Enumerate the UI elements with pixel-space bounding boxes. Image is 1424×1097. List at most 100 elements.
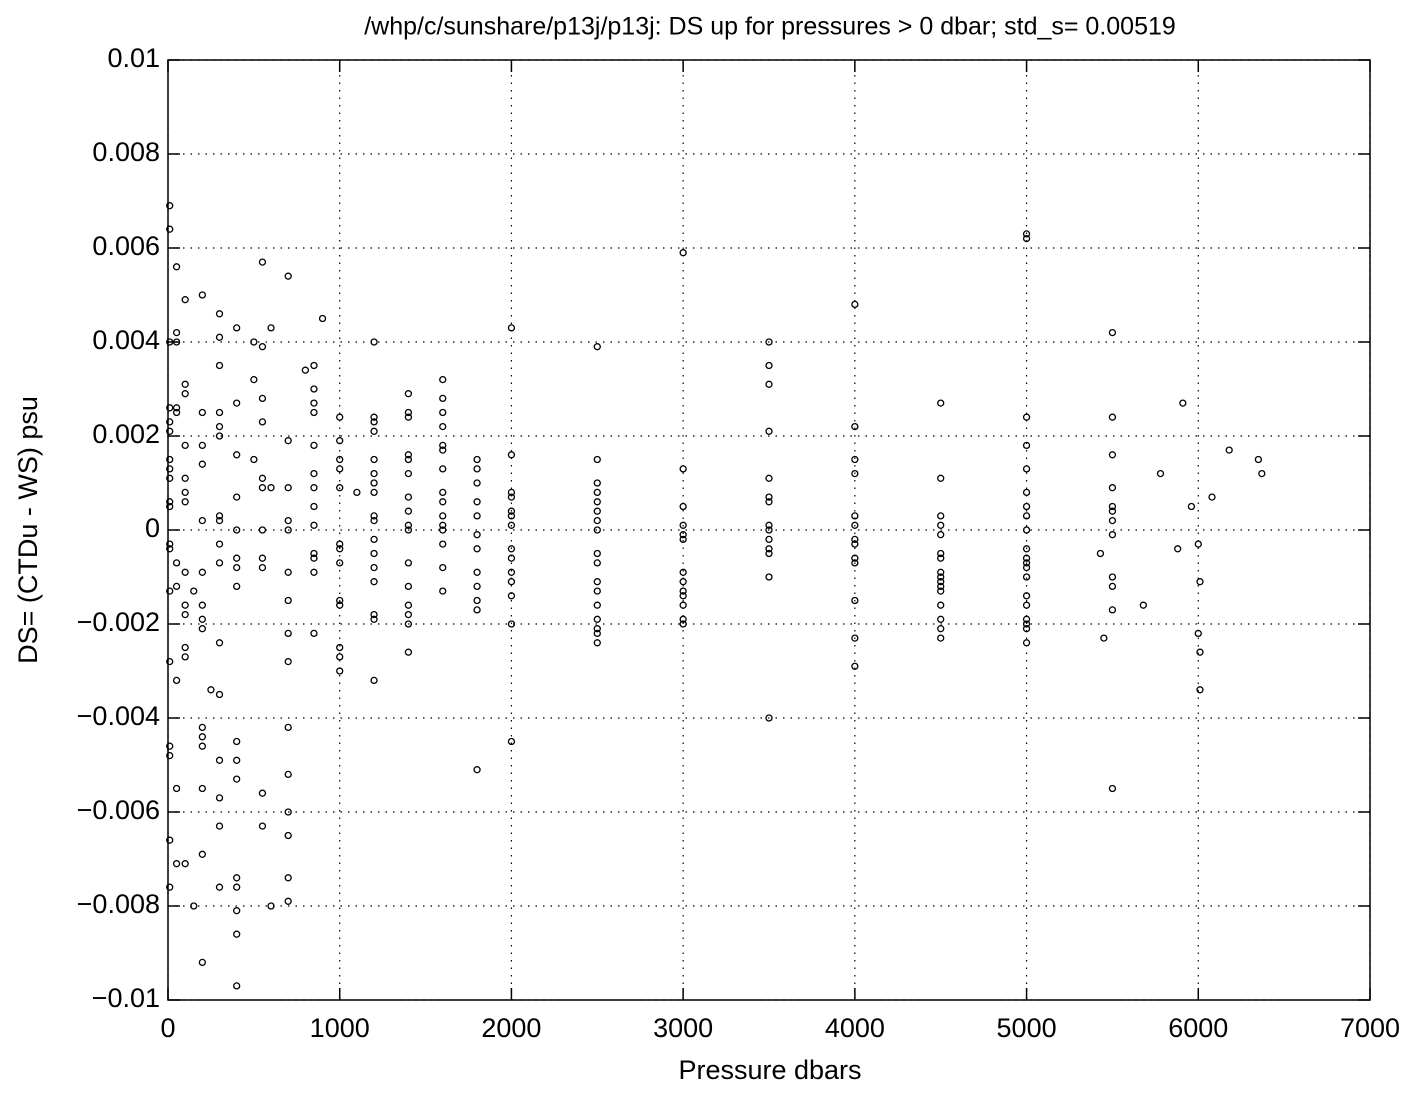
data-point bbox=[937, 582, 945, 591]
data-point bbox=[233, 756, 241, 764]
data-point bbox=[370, 676, 378, 685]
data-point bbox=[593, 615, 601, 623]
data-point bbox=[258, 554, 267, 562]
data-point bbox=[233, 982, 241, 990]
data-point bbox=[233, 324, 241, 332]
data-point bbox=[439, 540, 447, 548]
data-point bbox=[937, 601, 945, 609]
data-point bbox=[1022, 573, 1031, 581]
data-point bbox=[593, 516, 601, 525]
data-point bbox=[370, 427, 378, 435]
data-point bbox=[851, 662, 859, 670]
data-point bbox=[679, 620, 687, 628]
data-point bbox=[233, 582, 241, 591]
data-point bbox=[937, 549, 945, 558]
data-point bbox=[765, 427, 773, 435]
data-point bbox=[439, 488, 447, 497]
data-point bbox=[1022, 413, 1031, 421]
data-point bbox=[439, 512, 447, 520]
data-point bbox=[593, 578, 601, 586]
data-point bbox=[258, 394, 267, 403]
data-point bbox=[765, 535, 773, 544]
data-point bbox=[370, 418, 378, 426]
data-point bbox=[1174, 545, 1182, 553]
data-point bbox=[851, 535, 859, 544]
data-point bbox=[404, 455, 413, 464]
data-point bbox=[198, 516, 206, 525]
data-point bbox=[1022, 488, 1031, 497]
data-point bbox=[1108, 516, 1117, 525]
data-point bbox=[1022, 563, 1031, 572]
data-point bbox=[473, 465, 481, 473]
data-point bbox=[765, 493, 773, 501]
data-point bbox=[679, 502, 687, 511]
data-point bbox=[284, 874, 292, 882]
data-point bbox=[198, 723, 206, 732]
data-point bbox=[310, 361, 318, 370]
data-point bbox=[250, 375, 258, 384]
data-point bbox=[404, 559, 413, 567]
data-point bbox=[166, 587, 174, 595]
data-point bbox=[370, 338, 378, 346]
data-point bbox=[336, 545, 344, 553]
data-point bbox=[166, 202, 174, 210]
data-point bbox=[284, 526, 292, 534]
data-point bbox=[284, 484, 292, 492]
data-point bbox=[172, 328, 181, 337]
data-point bbox=[593, 526, 601, 534]
data-point bbox=[593, 559, 601, 567]
data-point bbox=[215, 822, 224, 830]
data-point bbox=[284, 272, 292, 280]
data-point bbox=[507, 568, 516, 576]
data-point bbox=[166, 742, 174, 750]
data-point bbox=[473, 596, 481, 605]
data-point bbox=[1108, 606, 1117, 614]
data-point bbox=[198, 441, 206, 450]
data-point bbox=[593, 488, 601, 497]
data-point bbox=[198, 958, 206, 967]
data-point bbox=[181, 474, 189, 482]
data-point bbox=[258, 526, 267, 534]
data-point bbox=[353, 488, 361, 497]
data-point bbox=[679, 249, 687, 257]
data-point bbox=[439, 521, 447, 529]
data-point bbox=[267, 902, 275, 910]
data-point bbox=[198, 568, 206, 576]
data-point bbox=[1187, 502, 1196, 511]
data-point bbox=[507, 737, 516, 746]
data-point bbox=[1108, 484, 1117, 492]
data-point bbox=[181, 653, 189, 661]
y-tick-label: 0 bbox=[145, 513, 160, 543]
data-point bbox=[250, 338, 258, 346]
data-point bbox=[181, 568, 189, 576]
data-point bbox=[1194, 540, 1202, 548]
x-tick-label: 1000 bbox=[310, 1013, 370, 1043]
data-point bbox=[1022, 234, 1031, 243]
data-point bbox=[215, 794, 224, 802]
data-point bbox=[233, 563, 241, 572]
data-point bbox=[198, 460, 206, 468]
data-point bbox=[198, 601, 206, 609]
data-point bbox=[507, 592, 516, 600]
data-point bbox=[310, 399, 318, 407]
data-point bbox=[404, 601, 413, 609]
data-point bbox=[233, 526, 241, 534]
data-point bbox=[215, 310, 224, 318]
data-point bbox=[284, 770, 292, 779]
data-point bbox=[439, 422, 447, 431]
data-point bbox=[215, 333, 224, 341]
data-point bbox=[1022, 625, 1031, 633]
y-axis-label: DS= (CTDu - WS) psu bbox=[13, 396, 43, 664]
data-point bbox=[181, 860, 189, 868]
data-point bbox=[937, 634, 945, 642]
data-point bbox=[172, 784, 181, 793]
data-point bbox=[181, 610, 189, 619]
data-point bbox=[593, 498, 601, 506]
data-point bbox=[1022, 615, 1031, 623]
data-point bbox=[166, 883, 174, 891]
data-point bbox=[181, 296, 189, 304]
data-point bbox=[1108, 573, 1117, 581]
data-point bbox=[166, 474, 174, 482]
data-point bbox=[336, 596, 344, 605]
data-point bbox=[336, 484, 344, 492]
